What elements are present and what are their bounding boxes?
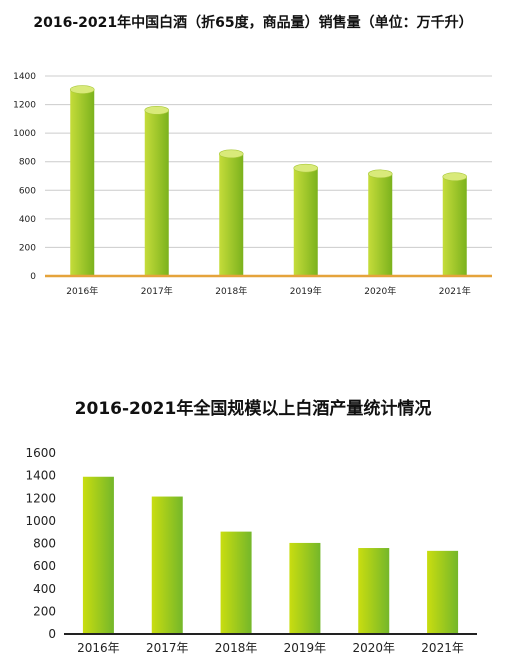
bar xyxy=(82,476,114,634)
bar xyxy=(368,173,393,276)
x-tick-label: 2017年 xyxy=(146,641,189,655)
bar xyxy=(70,89,95,276)
x-tick-label: 2020年 xyxy=(352,641,395,655)
x-tick-label: 2019年 xyxy=(290,285,322,297)
x-tick-label: 2021年 xyxy=(421,641,464,655)
bar-cap xyxy=(218,149,244,159)
production-chart-title: 2016-2021年全国规模以上白酒产量统计情况 xyxy=(74,399,432,419)
bar xyxy=(220,531,252,634)
bar xyxy=(151,496,183,634)
bar xyxy=(289,542,321,634)
y-tick-label: 0 xyxy=(30,272,36,282)
bar xyxy=(144,110,169,277)
x-tick-label: 2016年 xyxy=(66,285,98,297)
bar xyxy=(293,168,318,276)
bar xyxy=(442,176,467,276)
y-tick-label: 200 xyxy=(33,604,56,618)
sales-chart-plot: 0 200 400 600 800 1000 1200 1400 2016年 2017年 2018年… xyxy=(13,72,492,297)
y-tick-label: 1000 xyxy=(25,514,56,528)
x-tick-label: 2018年 xyxy=(215,641,258,655)
x-tick-label: 2021年 xyxy=(439,285,471,297)
y-tick-label: 200 xyxy=(19,243,36,253)
x-tick-label: 2016年 xyxy=(77,641,120,655)
sales-chart: 0 200 400 600 800 1000 1200 1400 2016年 2017年 2018年… xyxy=(0,0,506,310)
y-tick-label: 1200 xyxy=(25,491,56,505)
y-tick-label: 600 xyxy=(33,559,56,573)
bar-cap xyxy=(442,172,468,182)
y-tick-label: 1400 xyxy=(13,72,36,82)
y-tick-label: 1400 xyxy=(25,469,56,483)
y-tick-label: 400 xyxy=(33,582,56,596)
bar-cap xyxy=(144,105,170,115)
y-tick-label: 400 xyxy=(19,215,36,225)
sales-chart-title: 2016-2021年中国白酒（折65度，商品量）销售量（单位：万千升） xyxy=(33,15,473,31)
x-tick-label: 2020年 xyxy=(364,285,396,297)
y-tick-label: 0 xyxy=(48,627,56,641)
y-tick-label: 800 xyxy=(19,158,36,168)
x-tick-label: 2019年 xyxy=(284,641,327,655)
y-tick-label: 800 xyxy=(33,537,56,551)
x-tick-label: 2017年 xyxy=(141,285,173,297)
bar xyxy=(427,550,459,634)
y-tick-label: 1000 xyxy=(13,129,36,139)
y-tick-label: 1200 xyxy=(13,101,36,111)
production-chart-plot: 0 200 400 600 800 1000 1200 1400 1600 2016年 2017年 2… xyxy=(25,446,477,655)
y-tick-label: 1600 xyxy=(25,446,56,460)
x-tick-label: 2018年 xyxy=(215,285,247,297)
bar xyxy=(219,153,244,276)
bar-cap xyxy=(293,163,319,173)
bar-cap xyxy=(367,169,393,179)
y-tick-label: 600 xyxy=(19,186,36,196)
bar xyxy=(358,548,390,634)
bar-cap xyxy=(69,85,95,94)
production-chart: 0 200 400 600 800 1000 1200 1400 1600 2016年 2017年 2… xyxy=(0,380,506,661)
